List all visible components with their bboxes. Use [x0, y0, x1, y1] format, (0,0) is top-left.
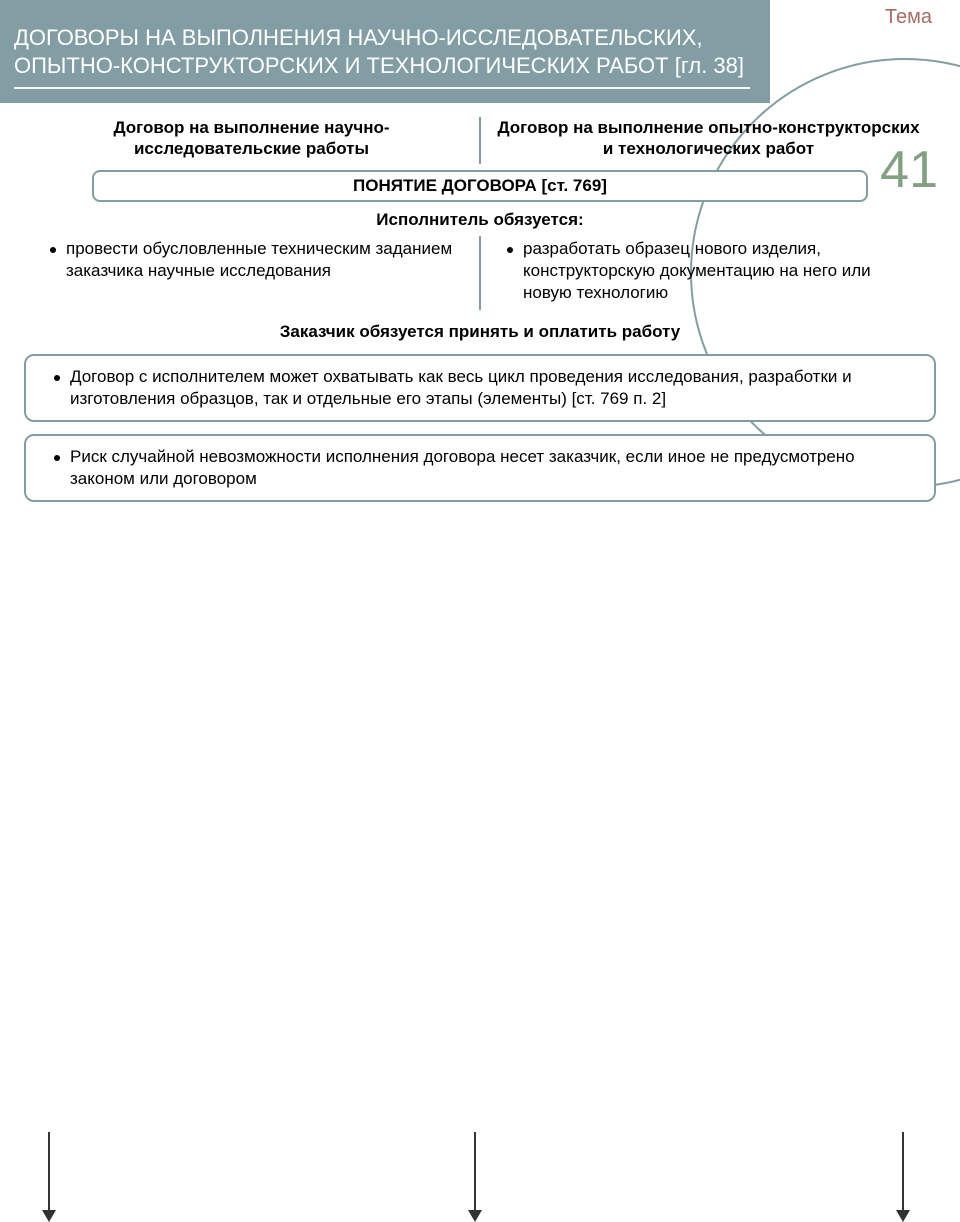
col-left-head: Договор на выполнение научно-исследовате… — [34, 117, 469, 160]
risk-text: Риск случайной невозможности исполнения … — [70, 446, 916, 490]
bullet-dot-icon — [54, 455, 60, 461]
risk-box: Риск случайной невозможности исполнения … — [24, 434, 936, 502]
bullet-right: разработать образец нового изделия, конс… — [491, 236, 926, 306]
arrow-right — [902, 1132, 904, 1220]
col-right: Договор на выполнение опытно-конструктор… — [481, 115, 936, 166]
header-rule — [14, 87, 750, 89]
customer-line: Заказчик обязуется принять и оплатить ра… — [24, 322, 936, 342]
scope-text: Договор с исполнителем может охватывать … — [70, 366, 916, 410]
bullet-col-left: провести обусловленные техническим задан… — [24, 234, 479, 312]
risk-bullet: Риск случайной невозможности исполнения … — [38, 444, 922, 492]
bullet-left-text: провести обусловленные техническим задан… — [66, 238, 463, 282]
scope-bullet: Договор с исполнителем может охватывать … — [38, 364, 922, 412]
column-headers: Договор на выполнение научно-исследовате… — [24, 115, 936, 166]
scope-box: Договор с исполнителем может охватывать … — [24, 354, 936, 422]
page-title: ДОГОВОРЫ НА ВЫПОЛНЕНИЯ НАУЧНО-ИССЛЕДОВАТ… — [14, 24, 750, 79]
bullet-dot-icon — [507, 247, 513, 253]
topic-label: Тема — [885, 6, 932, 29]
bullet-dot-icon — [50, 247, 56, 253]
col-right-head: Договор на выполнение опытно-конструктор… — [491, 117, 926, 160]
arrow-center — [474, 1132, 476, 1220]
executor-subhead: Исполнитель обязуется: — [24, 210, 936, 230]
bullet-dot-icon — [54, 375, 60, 381]
content-area: Договор на выполнение научно-исследовате… — [0, 115, 960, 502]
bullet-left: провести обусловленные техническим задан… — [34, 236, 469, 284]
executor-bullets: провести обусловленные техническим задан… — [24, 234, 936, 312]
col-left: Договор на выполнение научно-исследовате… — [24, 115, 479, 166]
concept-bar: ПОНЯТИЕ ДОГОВОРА [ст. 769] — [92, 170, 868, 202]
arrow-left — [48, 1132, 50, 1220]
bullet-right-text: разработать образец нового изделия, конс… — [523, 238, 920, 304]
header-block: ДОГОВОРЫ НА ВЫПОЛНЕНИЯ НАУЧНО-ИССЛЕДОВАТ… — [0, 0, 770, 103]
bullet-col-right: разработать образец нового изделия, конс… — [481, 234, 936, 312]
